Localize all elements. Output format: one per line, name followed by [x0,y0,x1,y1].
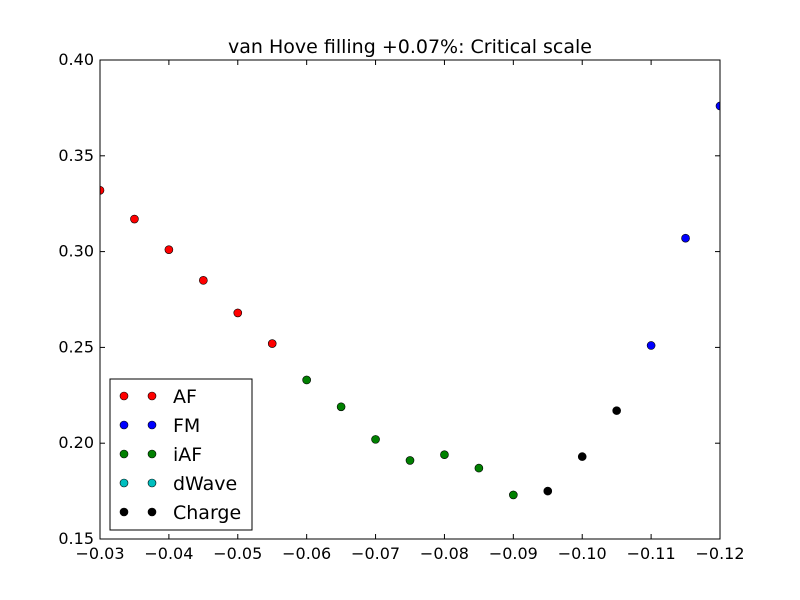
x-tick-label: −0.12 [695,544,744,563]
point-af [267,339,277,348]
point-iaf [371,435,380,444]
chart-title: van Hove filling +0.07%: Critical scale [228,36,592,58]
legend-marker-dwave [119,478,129,488]
legend-marker-charge [119,507,129,517]
point-iaf [302,375,311,385]
axis-ticks: −0.03 −0.04 −0.05 −0.06 −0.07 −0.08 −0.09 −0.10… [58,50,744,563]
x-tick-label: −0.04 [144,544,193,563]
x-tick-label: −0.09 [489,544,538,563]
legend-label-fm: FM [173,415,200,437]
point-af [199,276,208,285]
legend-marker-af [119,391,129,401]
point-af [130,214,139,224]
point-af [233,308,243,318]
point-fm [715,101,720,111]
legend-marker-fm [119,420,129,430]
plot-frame [99,59,721,540]
point-charge [577,452,587,461]
legend-box [109,378,253,531]
y-tick-label: 0.25 [58,337,94,356]
legend: AF FM iAF dWave Charge [109,378,253,531]
legend-marker-af [147,391,157,401]
legend-label-charge: Charge [173,502,241,524]
point-fm [681,233,690,243]
x-tick-label: −0.10 [558,544,607,563]
point-af [100,185,105,195]
y-tick-label: 0.30 [58,242,94,261]
x-tick-label: −0.08 [420,544,469,563]
legend-marker-fm [147,420,157,430]
point-iaf [405,456,415,465]
legend-marker-dwave [147,478,157,488]
plot-area [100,101,720,500]
x-tick-label: −0.07 [351,544,400,563]
legend-label-iaf: iAF [173,444,202,466]
legend-label-dwave: dWave [173,473,237,495]
point-charge [612,406,621,415]
y-tick-label: 0.35 [58,146,94,165]
point-charge [543,486,553,496]
data-points [100,101,720,500]
legend-marker-iaf [147,449,157,459]
point-iaf [336,402,346,412]
x-tick-label: −0.11 [627,544,676,563]
point-iaf [474,463,484,473]
point-iaf [440,450,449,459]
legend-marker-charge [147,507,157,517]
point-iaf [509,490,518,500]
x-tick-label: −0.05 [213,544,262,563]
x-tick-label: −0.03 [75,544,124,563]
point-af [164,245,174,254]
legend-label-af: AF [173,386,197,408]
y-tick-label: 0.20 [58,433,94,452]
point-fm [646,341,656,350]
legend-marker-iaf [119,449,129,459]
x-tick-label: −0.06 [282,544,331,563]
y-tick-label: 0.40 [58,50,94,69]
y-tick-label: 0.15 [58,529,94,548]
